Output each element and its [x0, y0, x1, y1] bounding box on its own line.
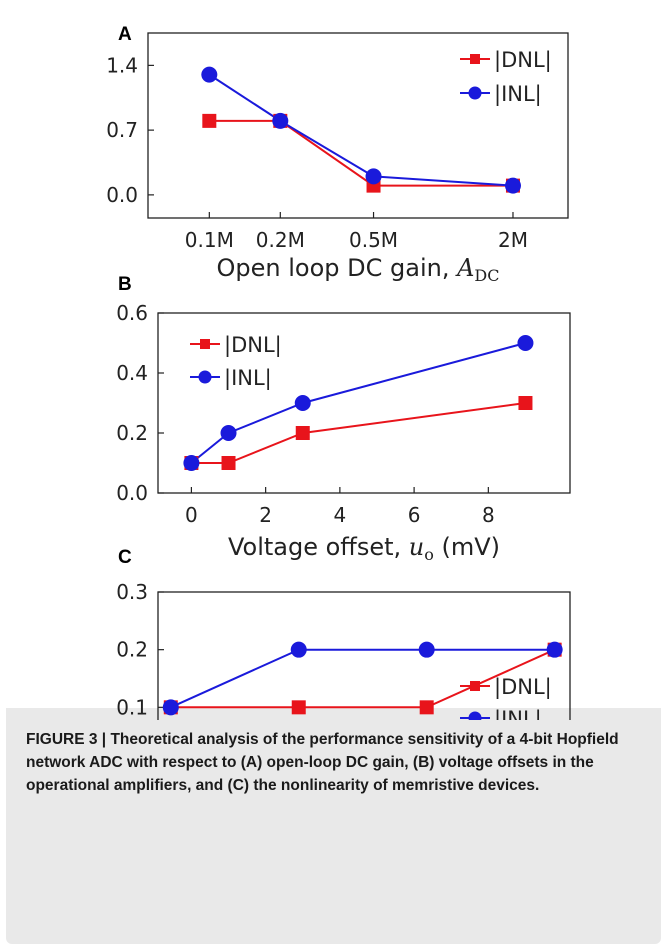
legend-marker-dnl — [470, 54, 480, 64]
series-line-inl — [190, 342, 526, 464]
panel-letter: C — [118, 547, 132, 568]
data-point-dnl — [295, 426, 310, 440]
y-tick-label: 0.3 — [116, 580, 148, 604]
series-line-inl — [170, 648, 555, 709]
plot-frame — [157, 591, 571, 720]
chart-panel-b: 0.0 0.2 0.4 0.6 0 2 4 6 8 B Voltage offset, uo (mV… — [116, 274, 571, 564]
data-point-inl — [365, 168, 382, 185]
y-tick-label: 0.4 — [116, 361, 148, 385]
data-point-inl — [546, 641, 563, 658]
series-line-inl — [208, 73, 514, 187]
data-point-dnl — [221, 456, 236, 470]
series-line-dnl — [209, 119, 513, 187]
legend-label-dnl: |DNL| — [224, 333, 282, 358]
figure-caption: FIGURE 3 | Theoretical analysis of the p… — [26, 728, 644, 797]
data-point-inl — [183, 455, 200, 471]
data-point-inl — [504, 177, 521, 194]
data-point-inl — [294, 395, 311, 411]
charts-svg: 0.0 0.7 1.4 0.1M 0.2M 0.5M 2M A Open loop DC gai… — [106, 24, 571, 720]
x-tick-label: 6 — [408, 503, 421, 527]
panel-letter: B — [118, 274, 132, 295]
x-tick-label: 0.2M — [256, 228, 305, 252]
legend-label-dnl: |DNL| — [494, 48, 552, 73]
data-point-inl — [162, 699, 179, 716]
data-point-dnl — [291, 700, 306, 715]
data-point-dnl — [419, 700, 434, 715]
series-line-dnl — [170, 648, 556, 709]
data-point-inl — [290, 641, 307, 658]
data-point-inl — [418, 641, 435, 658]
x-tick-label: 0.1M — [185, 228, 234, 252]
x-tick-label: 2 — [259, 503, 272, 527]
legend-marker-inl — [468, 711, 482, 720]
panel-letter: A — [118, 24, 132, 45]
y-tick-label: 0.7 — [106, 118, 138, 142]
data-point-dnl — [518, 396, 533, 410]
legend-marker-dnl — [470, 681, 480, 691]
legend-label-inl: |INL| — [494, 707, 542, 720]
legend-marker-dnl — [200, 339, 210, 349]
legend-label-inl: |INL| — [224, 366, 272, 391]
y-tick-label: 0.6 — [116, 301, 148, 325]
y-tick-label: 1.4 — [106, 53, 138, 77]
y-tick-label: 0.0 — [106, 183, 138, 207]
chart-panel-a: 0.0 0.7 1.4 0.1M 0.2M 0.5M 2M A Open loop DC gai… — [106, 24, 569, 285]
legend-marker-inl — [468, 86, 482, 100]
x-axis-title: Voltage offset, uo (mV) — [228, 533, 500, 564]
figure-area — [6, 6, 661, 708]
plot-frame — [147, 32, 569, 219]
data-point-dnl — [202, 113, 217, 128]
y-tick-label: 0.2 — [116, 638, 148, 662]
plot-frame — [157, 312, 571, 494]
x-tick-label: 2M — [498, 228, 528, 252]
data-point-inl — [517, 335, 534, 351]
y-tick-label: 0.2 — [116, 421, 148, 445]
x-tick-label: 4 — [334, 503, 347, 527]
y-tick-label: 0.0 — [116, 481, 148, 505]
x-tick-label: 0.5M — [349, 228, 398, 252]
chart-panel-c: 0.00.10.20.30123CMemristor nonlinearity,… — [116, 547, 571, 720]
x-tick-label: 8 — [482, 503, 495, 527]
x-axis-title: Open loop DC gain, ADC — [217, 254, 500, 285]
x-tick-label: 0 — [185, 503, 198, 527]
legend-label-inl: |INL| — [494, 82, 542, 107]
legend-marker-inl — [198, 370, 212, 384]
caption-text: Theoretical analysis of the performance … — [26, 731, 619, 794]
caption-lead: FIGURE 3 | — [26, 731, 111, 748]
y-tick-label: 0.1 — [116, 695, 148, 719]
data-point-inl — [201, 66, 218, 83]
data-point-inl — [272, 112, 289, 129]
series-line-dnl — [191, 402, 526, 464]
legend-label-dnl: |DNL| — [494, 675, 552, 700]
data-point-inl — [220, 425, 237, 441]
